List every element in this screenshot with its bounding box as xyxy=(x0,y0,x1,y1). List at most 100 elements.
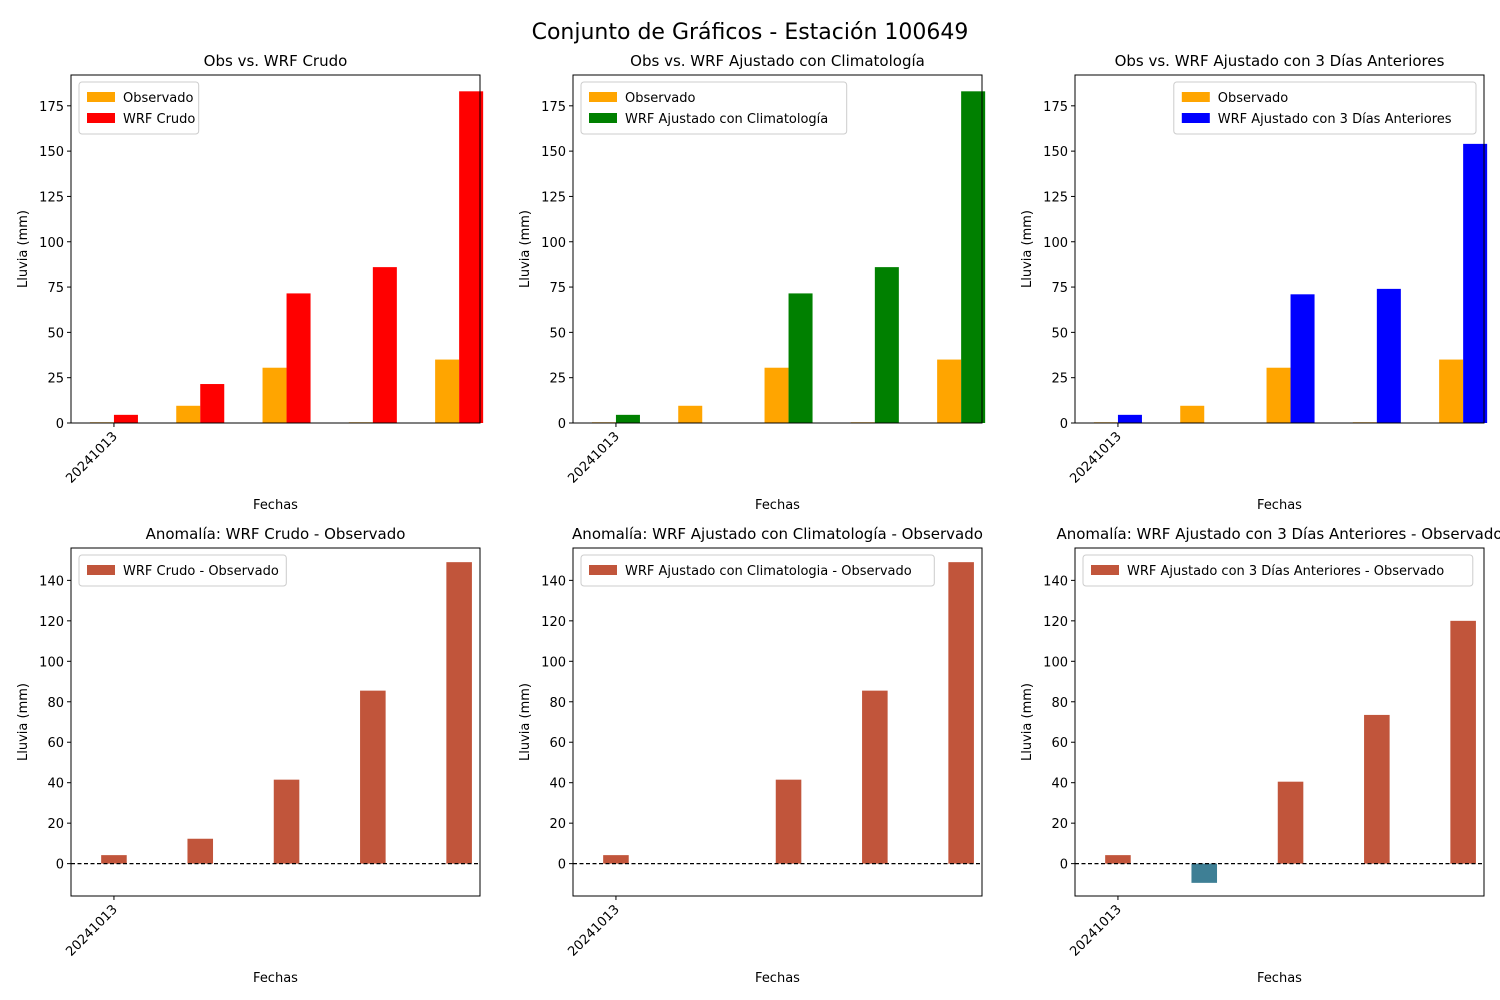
y-tick-label: 40 xyxy=(47,777,64,792)
legend-swatch-1 xyxy=(589,92,617,102)
subplot-title: Anomalía: WRF Crudo - Observado xyxy=(146,525,406,543)
y-tick-label: 80 xyxy=(47,696,64,711)
bar-1-4 xyxy=(1364,714,1390,864)
y-tick-label: 175 xyxy=(1043,100,1068,115)
x-axis-label: Fechas xyxy=(253,498,298,513)
y-axis-label: Lluvia (mm) xyxy=(16,683,31,761)
legend-swatch-2 xyxy=(589,113,617,123)
y-tick-label: 75 xyxy=(47,281,64,296)
legend-swatch-1 xyxy=(589,565,617,575)
y-tick-label: 175 xyxy=(541,100,566,115)
y-tick-label: 120 xyxy=(39,615,64,630)
y-tick-label: 120 xyxy=(541,615,566,630)
figure-title: Conjunto de Gráficos - Estación 100649 xyxy=(532,20,969,45)
subplot-6: 0 20 40 60 80 100 120 140 20241013 Anomalía: WRF … xyxy=(1020,525,1500,986)
bar-1-2 xyxy=(176,405,201,423)
x-tick-label: 20241013 xyxy=(63,429,120,486)
subplot-5: 0 20 40 60 80 100 120 140 20241013 Anomalía: WRF … xyxy=(518,525,983,986)
legend-box xyxy=(580,554,935,587)
y-tick-label: 60 xyxy=(549,736,566,751)
bar-2-4 xyxy=(874,267,899,423)
x-tick-label: 20241013 xyxy=(63,902,120,959)
bar-1-3 xyxy=(1277,781,1304,864)
legend-box xyxy=(78,554,287,587)
legend: Observado WRF Ajustado con 3 Días Anterio… xyxy=(1173,81,1477,135)
bar-2-1 xyxy=(615,414,640,423)
legend-box xyxy=(1173,81,1477,135)
bar-1-5 xyxy=(446,562,472,864)
bar-1-1 xyxy=(101,855,127,864)
subplot-title: Anomalía: WRF Ajustado con 3 Días Anteri… xyxy=(1056,525,1500,543)
legend-label-1: WRF Crudo - Observado xyxy=(123,564,279,579)
y-tick-label: 20 xyxy=(549,817,566,832)
legend-label-1: Observado xyxy=(123,91,194,106)
subplot-title: Obs vs. WRF Crudo xyxy=(204,52,348,70)
bar-1-3 xyxy=(262,367,287,423)
x-tick-label: 20241013 xyxy=(1067,429,1124,486)
y-tick-label: 175 xyxy=(39,100,64,115)
bar-2-4 xyxy=(1376,288,1401,423)
y-tick-label: 100 xyxy=(39,655,64,670)
subplot-title: Obs vs. WRF Ajustado con 3 Días Anterior… xyxy=(1115,52,1445,70)
y-axis-label: Lluvia (mm) xyxy=(518,210,533,288)
x-axis-label: Fechas xyxy=(253,971,298,986)
legend: Observado WRF Crudo xyxy=(78,81,200,135)
y-tick-label: 40 xyxy=(1051,777,1068,792)
x-axis-label: Fechas xyxy=(1257,498,1302,513)
legend-label-2: WRF Ajustado con 3 Días Anteriores xyxy=(1218,112,1452,127)
x-tick-label: 20241013 xyxy=(1067,902,1124,959)
bar-1-3 xyxy=(775,779,802,864)
axes-frame xyxy=(70,547,481,897)
y-tick-label: 25 xyxy=(1051,372,1068,387)
y-tick-label: 75 xyxy=(549,281,566,296)
y-tick-label: 140 xyxy=(39,574,64,589)
y-axis-label: Lluvia (mm) xyxy=(16,210,31,288)
legend-label-2: WRF Crudo xyxy=(123,112,195,127)
y-tick-label: 60 xyxy=(1051,736,1068,751)
bar-1-2 xyxy=(1180,405,1205,423)
legend: WRF Crudo - Observado xyxy=(78,554,287,587)
y-tick-label: 50 xyxy=(549,326,566,341)
legend-swatch-1 xyxy=(87,565,115,575)
bar-1-5 xyxy=(1450,620,1476,864)
x-axis-label: Fechas xyxy=(755,971,800,986)
x-axis-label: Fechas xyxy=(1257,971,1302,986)
axes-frame xyxy=(572,74,983,424)
bar-1-2 xyxy=(1191,863,1218,883)
legend-swatch-2 xyxy=(87,113,115,123)
y-tick-label: 0 xyxy=(56,858,64,873)
y-tick-label: 25 xyxy=(47,372,64,387)
axes-frame xyxy=(70,74,481,424)
bar-2-1 xyxy=(1117,414,1142,423)
y-tick-label: 50 xyxy=(1051,326,1068,341)
legend-label-1: WRF Ajustado con Climatologia - Observad… xyxy=(625,564,912,579)
legend-label-1: WRF Ajustado con 3 Días Anteriores - Obs… xyxy=(1127,564,1444,579)
legend: WRF Ajustado con Climatologia - Observad… xyxy=(580,554,935,587)
y-tick-label: 20 xyxy=(47,817,64,832)
bar-1-5 xyxy=(1439,359,1464,423)
bar-1-1 xyxy=(603,855,629,864)
axes-frame xyxy=(1074,547,1485,897)
y-axis-label: Lluvia (mm) xyxy=(518,683,533,761)
y-tick-label: 60 xyxy=(47,736,64,751)
y-tick-label: 80 xyxy=(549,696,566,711)
legend: WRF Ajustado con 3 Días Anteriores - Obs… xyxy=(1082,554,1474,587)
y-tick-label: 80 xyxy=(1051,696,1068,711)
legend-swatch-2 xyxy=(1181,113,1210,123)
y-tick-label: 40 xyxy=(549,777,566,792)
bar-1-3 xyxy=(273,779,300,864)
x-tick-label: 20241013 xyxy=(565,429,622,486)
y-tick-label: 140 xyxy=(1043,574,1068,589)
y-tick-label: 0 xyxy=(558,858,566,873)
y-tick-label: 50 xyxy=(47,326,64,341)
y-tick-label: 125 xyxy=(1043,190,1068,205)
bar-1-2 xyxy=(187,838,214,864)
subplot-4: 0 20 40 60 80 100 120 140 20241013 Anomalía: WRF … xyxy=(16,525,481,986)
bar-1-4 xyxy=(862,690,888,864)
axes-frame xyxy=(572,547,983,897)
y-tick-label: 150 xyxy=(1043,145,1068,160)
bar-2-1 xyxy=(113,414,138,423)
y-tick-label: 125 xyxy=(39,190,64,205)
y-tick-label: 100 xyxy=(541,655,566,670)
